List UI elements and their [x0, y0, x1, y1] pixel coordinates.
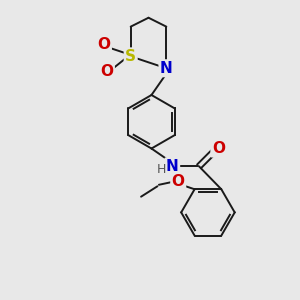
- Text: O: O: [100, 64, 113, 79]
- Text: S: S: [125, 49, 136, 64]
- Text: N: N: [160, 61, 173, 76]
- Text: O: O: [212, 141, 225, 156]
- Text: N: N: [166, 159, 179, 174]
- Text: O: O: [172, 174, 185, 189]
- Text: H: H: [157, 163, 167, 176]
- Text: O: O: [98, 37, 110, 52]
